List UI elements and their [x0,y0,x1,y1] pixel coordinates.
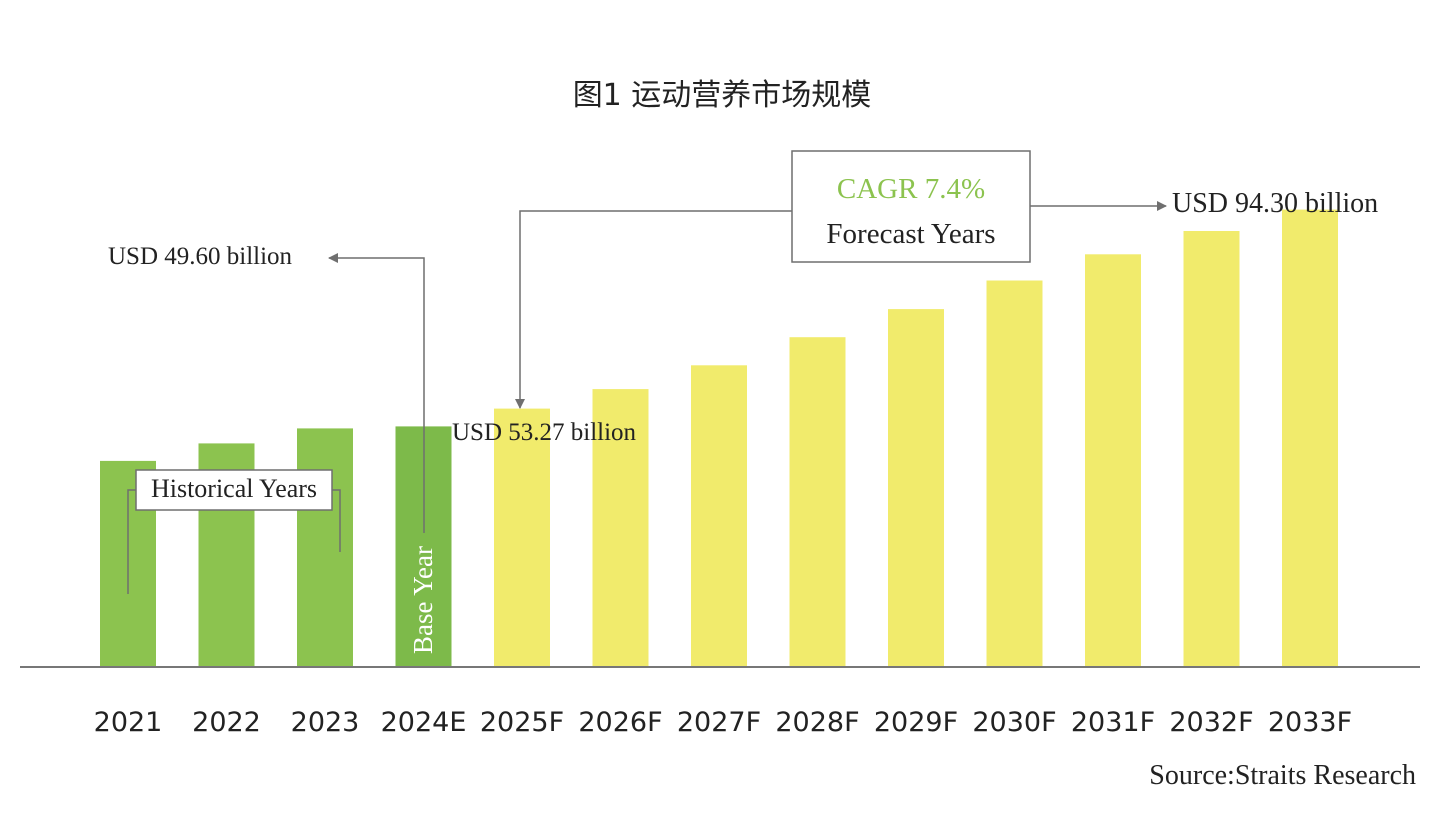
bar-2031F [1085,254,1141,668]
x-tick-2026F: 2026F [578,707,662,738]
cagr-label: CAGR 7.4% [837,173,985,205]
x-tick-2024E: 2024E [381,707,467,738]
bar-2027F [691,365,747,667]
forecast-arrow-left [515,210,792,409]
x-tick-2029F: 2029F [874,707,958,738]
bar-2023 [297,428,353,667]
bar-2033F [1282,209,1338,667]
x-tick-2027F: 2027F [677,707,761,738]
bar-2028F [789,337,846,667]
value-2025-label: USD 53.27 billion [452,419,637,446]
bar-2032F [1183,231,1240,667]
historical-label: Historical Years [151,474,317,503]
historical-label-box [135,469,333,511]
value-2024-label: USD 49.60 billion [108,243,293,270]
x-tick-2031F: 2031F [1071,707,1155,738]
value-2033-label: USD 94.30 billion [1172,188,1378,219]
bar-2025F [494,408,550,667]
base-year-label: Base Year [408,546,438,654]
historical-years-annotation: Historical Years [127,469,341,594]
bar-2029F [888,309,944,667]
bars-group [100,209,1338,668]
forecast-annotation: CAGR 7.4% Forecast Years [515,150,1167,409]
forecast-box [791,150,1031,263]
source-label: Source:Straits Research [1149,760,1416,791]
historical-bracket [127,489,138,594]
bar-2030F [986,280,1043,667]
chart-title: 图1 运动营养市场规模 [573,78,872,113]
x-tick-2025F: 2025F [480,707,564,738]
x-tick-2028F: 2028F [775,707,859,738]
historical-bracket-right [330,489,341,552]
forecast-label: Forecast Years [826,218,995,250]
x-tick-2021: 2021 [94,707,163,738]
x-tick-2030F: 2030F [972,707,1056,738]
bar-2026F [592,389,649,667]
value-2024-arrow [328,253,425,533]
x-tick-2022: 2022 [192,707,261,738]
x-tick-2033F: 2033F [1268,707,1352,738]
x-tick-labels: 2021 2022 2023 2024E 2025F 2026F 2027F 2028F 202… [94,707,1352,738]
value-2024-annotation: USD 49.60 billion [108,243,425,533]
x-tick-2023: 2023 [291,707,360,738]
x-tick-2032F: 2032F [1169,707,1253,738]
